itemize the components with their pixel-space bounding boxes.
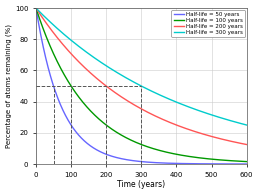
Half-life = 100 years xyxy=(45,37,48,39)
Half-life = 100 years xyxy=(34,7,38,9)
Half-life = 100 years xyxy=(137,142,140,144)
Half-life = 50 years xyxy=(245,163,248,165)
Half-life = 50 years xyxy=(239,163,242,165)
Half-life = 50 years xyxy=(137,160,140,162)
Half-life = 50 years xyxy=(131,160,134,162)
Half-life = 50 years xyxy=(200,163,204,165)
Half-life = 300 years xyxy=(245,124,248,126)
Half-life = 100 years xyxy=(239,160,242,162)
Half-life = 50 years xyxy=(45,61,48,63)
Half-life = 300 years xyxy=(45,18,48,20)
Half-life = 100 years xyxy=(239,160,242,162)
Half-life = 200 years xyxy=(131,103,134,105)
Half-life = 200 years xyxy=(239,142,242,144)
Half-life = 200 years xyxy=(45,23,48,25)
Half-life = 100 years xyxy=(245,160,248,163)
Line: Half-life = 50 years: Half-life = 50 years xyxy=(36,8,247,164)
X-axis label: Time (years): Time (years) xyxy=(117,180,166,190)
Half-life = 200 years xyxy=(137,106,140,108)
Y-axis label: Percentage of atoms remaining (%): Percentage of atoms remaining (%) xyxy=(5,24,12,148)
Half-life = 50 years xyxy=(34,7,38,9)
Half-life = 300 years xyxy=(239,122,242,125)
Half-life = 100 years xyxy=(131,140,134,142)
Line: Half-life = 100 years: Half-life = 100 years xyxy=(36,8,247,162)
Line: Half-life = 300 years: Half-life = 300 years xyxy=(36,8,247,125)
Half-life = 300 years xyxy=(34,7,38,9)
Half-life = 200 years xyxy=(200,133,204,135)
Half-life = 300 years xyxy=(131,80,134,83)
Half-life = 300 years xyxy=(239,122,242,125)
Half-life = 100 years xyxy=(200,157,204,159)
Half-life = 200 years xyxy=(245,143,248,146)
Half-life = 200 years xyxy=(239,142,242,144)
Half-life = 300 years xyxy=(200,111,204,113)
Half-life = 200 years xyxy=(34,7,38,9)
Half-life = 50 years xyxy=(239,163,242,165)
Legend: Half-life = 50 years, Half-life = 100 years, Half-life = 200 years, Half-life = : Half-life = 50 years, Half-life = 100 ye… xyxy=(171,10,245,37)
Half-life = 300 years xyxy=(137,83,140,86)
Line: Half-life = 200 years: Half-life = 200 years xyxy=(36,8,247,144)
